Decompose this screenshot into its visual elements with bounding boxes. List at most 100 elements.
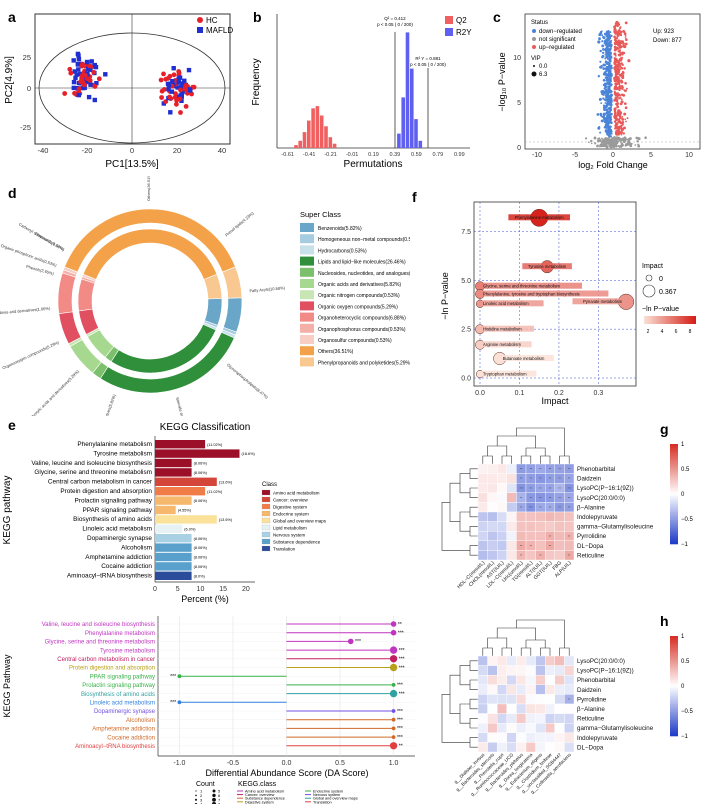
volcano-point <box>610 133 612 135</box>
permutation-plot: b Q² = 0.412 p < 0.05 ( 0 / 200) R² Y = … <box>245 0 480 170</box>
volcano-point <box>610 104 613 107</box>
g-dendro-branch <box>540 456 550 464</box>
g-scale-step <box>670 468 678 470</box>
panel-label-c: c <box>493 9 501 25</box>
g-scale-step <box>670 542 678 544</box>
h-scale-step <box>670 690 678 692</box>
donut-outer-segment <box>58 273 76 314</box>
superclass-swatch <box>300 268 314 277</box>
volcano-point <box>607 58 609 60</box>
kegg-category: Glycine, serine and threonine metabolism <box>34 469 152 476</box>
da-category: Central carbon metabolism in cancer <box>57 657 155 663</box>
h-cell <box>488 742 498 752</box>
r2y-annot: R² Y = 0.881 <box>415 56 441 61</box>
perm-bar <box>320 116 324 149</box>
volcano-point <box>617 121 620 124</box>
volcano-point <box>603 115 605 117</box>
donut-segment-label: Others(36.51%) <box>146 176 151 201</box>
da-point <box>392 709 396 713</box>
volcano-point <box>607 131 610 134</box>
g-scale-step <box>670 482 678 484</box>
status-up: up−regulated <box>539 45 574 51</box>
g-cell <box>497 512 507 522</box>
volcano-point <box>617 70 620 73</box>
superclass-swatch <box>300 279 314 288</box>
da-xtick: -1.0 <box>173 760 185 767</box>
perm-bar <box>414 119 418 148</box>
g-scale-step <box>670 458 678 460</box>
superclass-label: Nucleosides, nucleotides, and analogues(… <box>318 271 410 277</box>
superclass-label: Organic nitrogen compounds(0.53%) <box>318 293 400 299</box>
volcano-point <box>601 34 603 36</box>
g-dendro-branch <box>470 546 478 556</box>
superclass-label: Organic acids and derivatives(5.82%) <box>318 282 401 288</box>
perm-bar <box>303 132 307 148</box>
g-cell <box>564 512 574 522</box>
f-bubble-label: Tryptophan metabolism <box>483 371 527 376</box>
g-cell <box>507 522 517 532</box>
kegg-class-title: Class <box>262 482 277 488</box>
h-cell <box>497 733 507 743</box>
panel-label-e: e <box>8 418 16 433</box>
kegg-category: Dopaminergic synapse <box>87 535 152 542</box>
h-scale-step <box>670 642 678 644</box>
g-cell <box>497 474 507 484</box>
h-scale-step <box>670 688 678 690</box>
kegg-class-swatch <box>262 511 270 516</box>
h-scale-step <box>670 664 678 666</box>
legend-q2: Q2 <box>456 16 467 25</box>
f-xlabel: Impact <box>541 396 569 406</box>
h-cell <box>555 733 565 743</box>
kegg-category: Prolactin signaling pathway <box>75 497 153 504</box>
volcano-point <box>622 116 624 118</box>
legend-mafld: MAFLD <box>206 26 233 35</box>
g-dendro-branch <box>450 483 460 521</box>
volcano-point <box>615 103 617 105</box>
tick-y: 5 <box>517 100 521 107</box>
volcano-point <box>608 135 610 137</box>
kegg-category: Tyrosine metabolism <box>93 450 152 457</box>
volcano-point <box>600 90 603 93</box>
g-scale-step <box>670 540 678 542</box>
correlation-heatmap-h: h ** LysoPC(20:0/0:0)LysoPC(P−16:1(9Z))P… <box>430 612 709 804</box>
h-cell <box>545 685 555 695</box>
g-color-scale: 10.50−0.5−1 <box>670 442 694 548</box>
kegg-class-swatch <box>262 518 270 523</box>
pca-ticks: -40 -20 0 20 40 25 0 -25 <box>20 53 226 155</box>
g-row-label: DL−Dopa <box>577 543 604 550</box>
g-cell <box>497 541 507 551</box>
h-cell <box>536 714 546 724</box>
pca-point <box>161 72 166 77</box>
volcano-point <box>623 89 625 91</box>
tick-x: -5 <box>572 152 578 159</box>
pca-point <box>97 76 102 81</box>
superclass-swatch <box>300 335 314 344</box>
h-cell <box>536 685 546 695</box>
vip-large-marker <box>532 72 537 77</box>
h-scale-step <box>670 708 678 710</box>
g-cell <box>507 512 517 522</box>
g-scale-step <box>670 478 678 480</box>
kegg-value-label: (8.06%) <box>194 471 208 475</box>
volcano-point <box>615 47 618 50</box>
g-cell <box>478 550 488 560</box>
f-bubble-label: Tyrosine metabolism <box>528 264 567 269</box>
volcano-point <box>597 140 599 142</box>
g-scale-step <box>670 500 678 502</box>
g-row-label: Daidzein <box>577 476 602 483</box>
kegg-bar <box>155 459 192 467</box>
ctick: 4 <box>661 329 664 335</box>
volcano-point <box>603 68 605 70</box>
volcano-point <box>614 85 617 88</box>
h-cell <box>516 685 526 695</box>
volcano-point <box>594 137 597 140</box>
g-row-label: LysoPC(20:0/0:0) <box>577 495 625 502</box>
donut-segment-label: Pyridines and derivatives(1.06%) <box>0 306 51 316</box>
h-cell <box>564 742 574 752</box>
volcano-point <box>613 26 616 29</box>
h-cell <box>526 685 536 695</box>
h-scale-step <box>670 650 678 652</box>
pca-points <box>62 52 196 115</box>
volcano-xlabel: log₂ Fold Change <box>578 160 648 170</box>
g-dendro-branch <box>560 456 570 464</box>
